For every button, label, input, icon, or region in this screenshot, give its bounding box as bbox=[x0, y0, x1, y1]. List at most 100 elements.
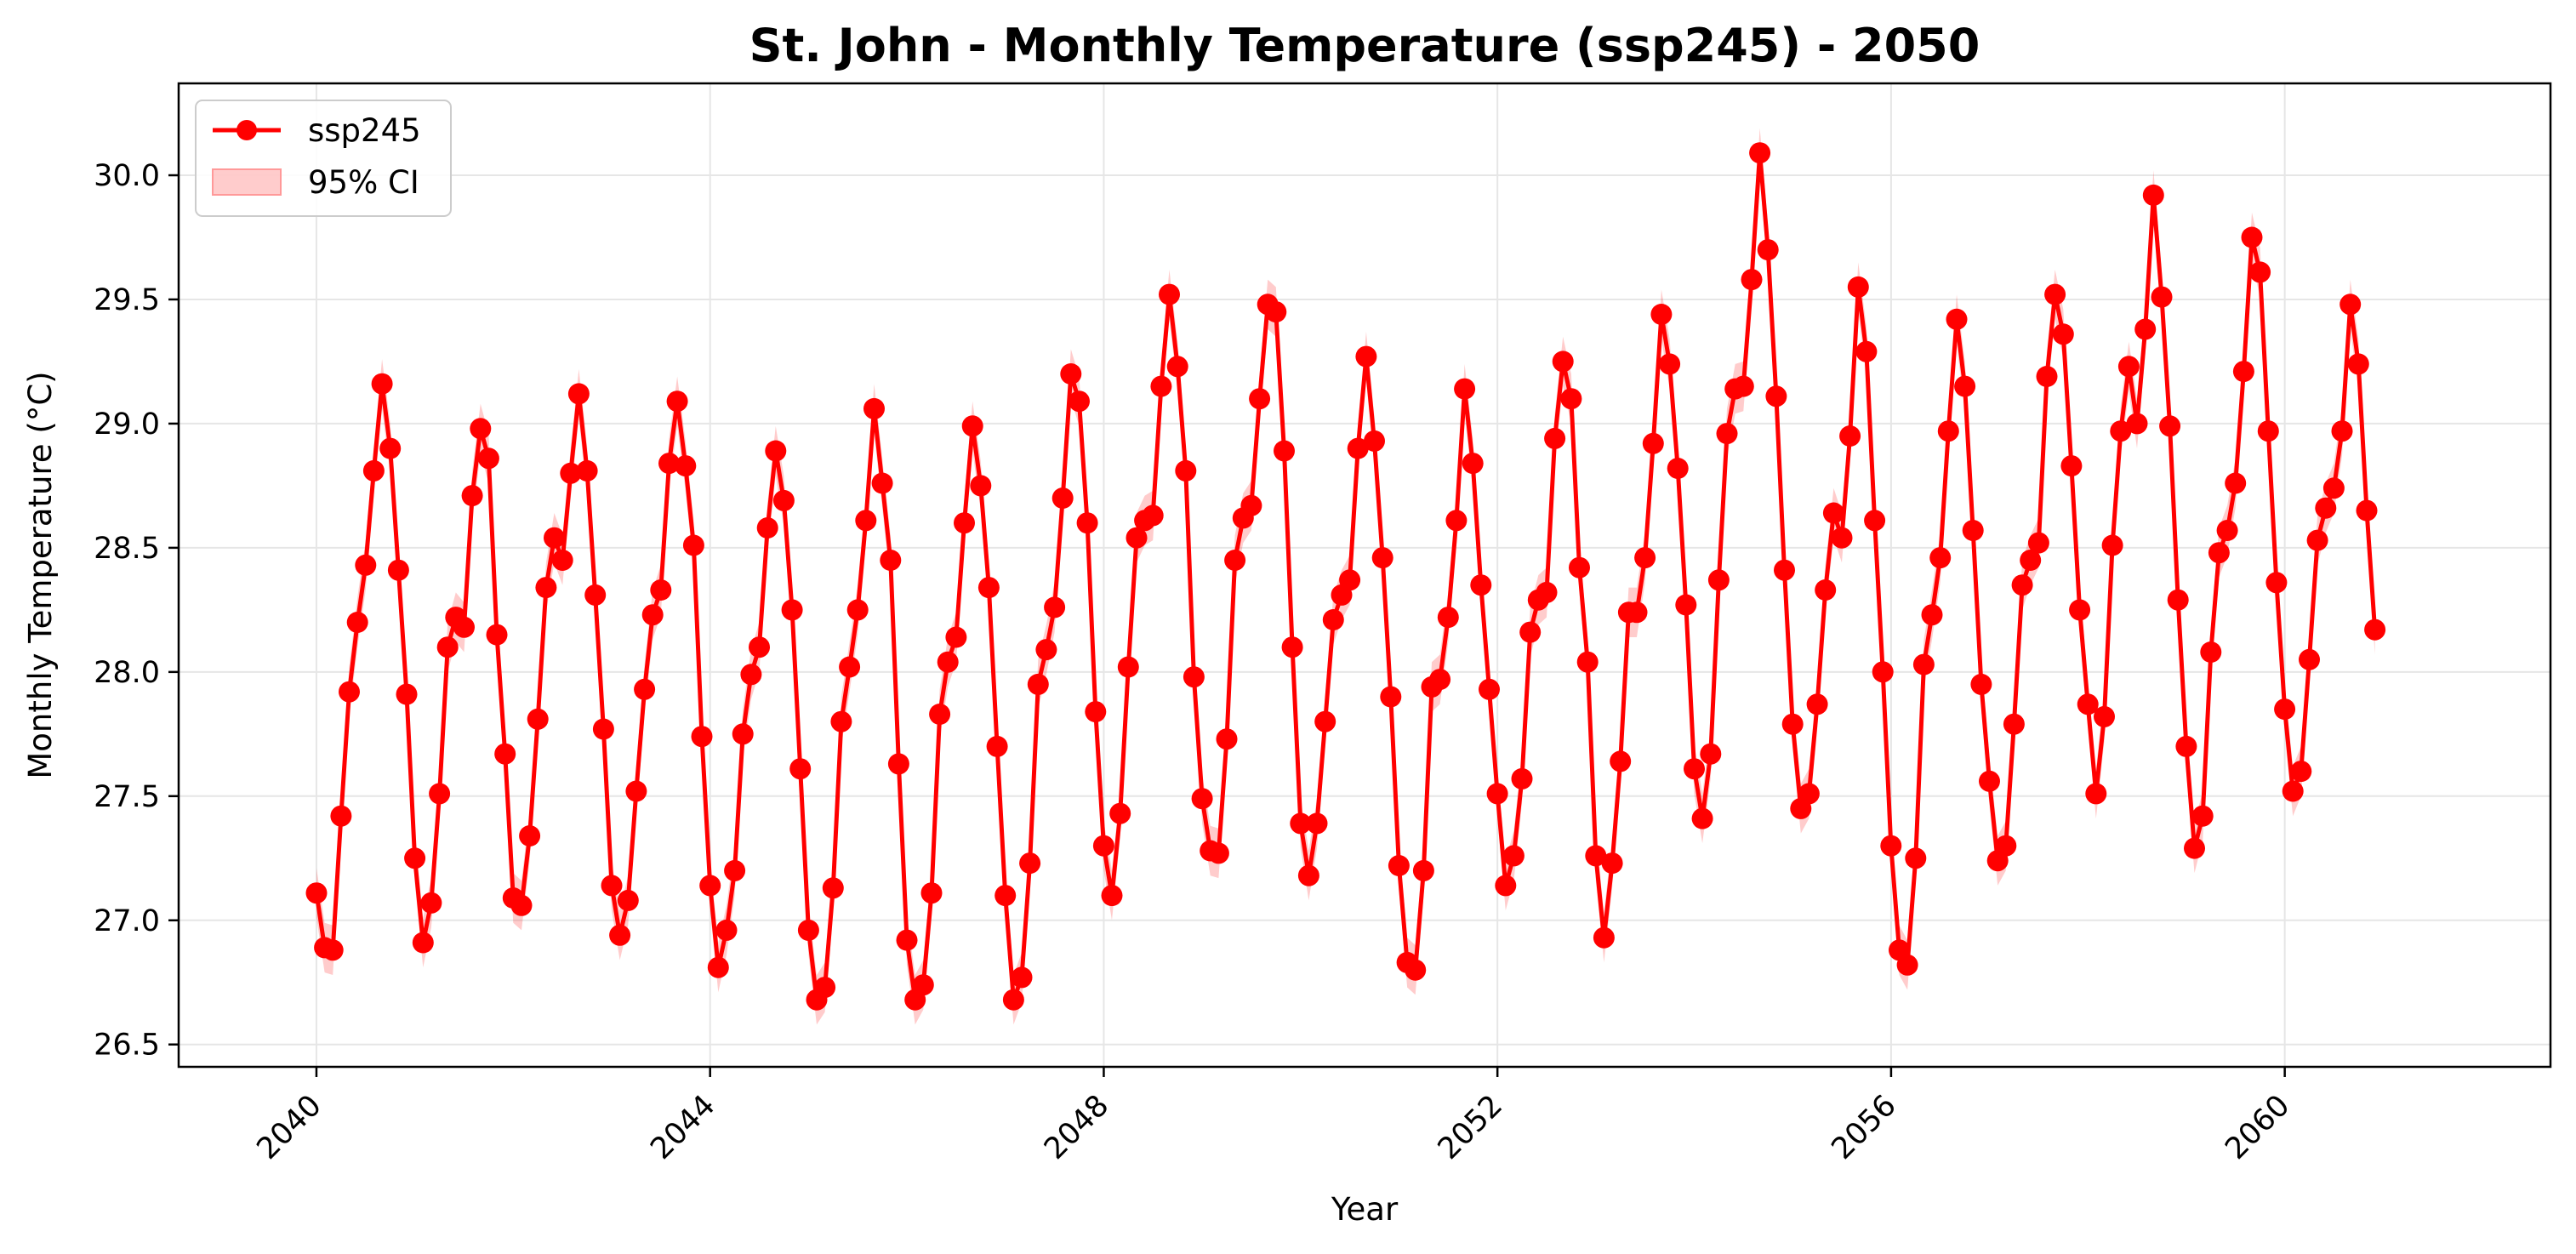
series-layer bbox=[305, 142, 2386, 1011]
data-point bbox=[519, 825, 541, 846]
data-point bbox=[305, 882, 328, 904]
data-point bbox=[2126, 413, 2148, 435]
data-point bbox=[1347, 437, 1369, 459]
data-point bbox=[1741, 269, 1763, 291]
data-point bbox=[1109, 802, 1131, 824]
data-point bbox=[1839, 425, 1861, 447]
data-point bbox=[453, 616, 475, 638]
data-point bbox=[675, 455, 697, 477]
y-axis-label: Monthly Temperature (°C) bbox=[22, 371, 59, 778]
data-point bbox=[1560, 388, 1582, 410]
data-point bbox=[1970, 673, 1992, 695]
data-point bbox=[1060, 363, 1082, 385]
data-point bbox=[346, 612, 368, 633]
data-point bbox=[1831, 527, 1853, 549]
data-point bbox=[1412, 859, 1434, 881]
data-point bbox=[994, 885, 1017, 907]
data-point bbox=[2347, 353, 2369, 375]
data-point bbox=[1650, 304, 1673, 325]
data-point bbox=[2060, 455, 2083, 477]
data-point bbox=[2184, 837, 2205, 859]
data-point bbox=[1224, 550, 1246, 571]
data-point bbox=[2274, 698, 2296, 721]
data-point bbox=[954, 512, 975, 534]
data-point bbox=[1905, 847, 1927, 869]
data-point bbox=[970, 475, 992, 497]
data-point bbox=[1364, 430, 1385, 452]
data-point bbox=[1314, 710, 1336, 732]
data-point bbox=[2142, 184, 2164, 206]
data-point bbox=[2200, 641, 2222, 663]
data-point bbox=[2167, 589, 2189, 611]
data-point bbox=[1732, 375, 1754, 397]
data-point bbox=[2306, 529, 2328, 551]
plot-area-frame bbox=[177, 82, 2552, 1069]
data-point bbox=[887, 753, 909, 775]
data-point bbox=[1659, 353, 1681, 375]
legend-ssp245-marker bbox=[237, 120, 257, 140]
data-point bbox=[920, 882, 943, 904]
y-tick-label: 28.5 bbox=[94, 532, 160, 566]
data-point bbox=[666, 390, 688, 413]
data-point bbox=[929, 704, 951, 725]
data-point bbox=[2085, 783, 2107, 805]
data-point bbox=[1585, 845, 1607, 867]
data-point bbox=[732, 723, 754, 745]
data-point bbox=[896, 929, 918, 951]
data-point bbox=[740, 664, 762, 686]
data-point bbox=[781, 599, 803, 621]
data-point bbox=[1355, 345, 1377, 368]
data-point bbox=[2315, 497, 2337, 519]
data-point bbox=[322, 939, 344, 961]
data-point bbox=[2364, 618, 2386, 641]
data-point bbox=[1240, 494, 1262, 516]
data-point bbox=[1002, 989, 1024, 1011]
data-point bbox=[1707, 569, 1730, 591]
data-point bbox=[2069, 599, 2091, 621]
data-point bbox=[371, 373, 393, 395]
data-point bbox=[330, 805, 352, 827]
data-point bbox=[1191, 788, 1213, 810]
data-point bbox=[625, 780, 647, 802]
data-point bbox=[839, 656, 861, 678]
data-point bbox=[1011, 966, 1033, 989]
data-point bbox=[1880, 835, 1902, 857]
data-point bbox=[1855, 340, 1878, 362]
y-tick-label: 26.5 bbox=[94, 1029, 160, 1063]
data-point bbox=[830, 710, 852, 732]
data-point bbox=[2134, 318, 2157, 340]
data-point bbox=[1076, 512, 1098, 534]
data-point bbox=[2290, 761, 2312, 783]
data-point bbox=[1216, 728, 1238, 750]
data-point bbox=[1601, 852, 1623, 875]
data-point bbox=[1495, 875, 1517, 897]
data-point bbox=[1166, 356, 1188, 378]
data-point bbox=[1306, 812, 1328, 835]
data-point bbox=[1085, 701, 1107, 723]
data-point bbox=[634, 678, 656, 700]
data-point bbox=[1159, 283, 1180, 305]
data-point bbox=[1511, 767, 1533, 789]
data-point bbox=[2020, 550, 2042, 571]
data-point bbox=[1716, 423, 1738, 445]
data-point bbox=[2052, 323, 2074, 345]
data-point bbox=[339, 681, 360, 703]
data-point bbox=[1749, 142, 1771, 164]
data-point bbox=[682, 534, 704, 556]
data-point bbox=[470, 418, 492, 440]
data-point bbox=[1675, 594, 1697, 616]
data-point bbox=[1896, 954, 1918, 976]
data-point bbox=[707, 956, 729, 978]
data-point bbox=[486, 624, 508, 646]
data-point bbox=[396, 683, 418, 705]
data-point bbox=[387, 559, 409, 581]
data-point bbox=[1684, 758, 1705, 780]
data-point bbox=[535, 577, 557, 599]
data-point bbox=[822, 877, 844, 899]
data-point bbox=[1815, 579, 1837, 601]
y-tick-label: 27.5 bbox=[94, 780, 160, 814]
data-point bbox=[1929, 547, 1952, 569]
data-point bbox=[1847, 276, 1869, 298]
data-point bbox=[2110, 420, 2132, 442]
